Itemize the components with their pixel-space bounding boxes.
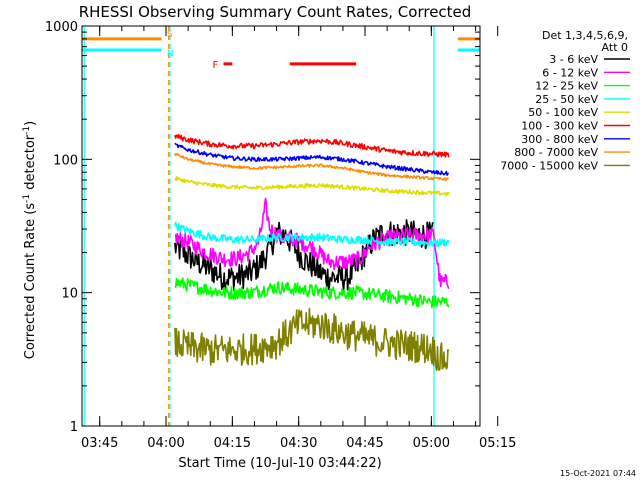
y-axis-label: Corrected Count Rate (s-1 detector-1) — [22, 121, 38, 359]
y-tick-label-0: 1 — [70, 420, 78, 435]
x-tick-label-5: 05:00 — [413, 436, 450, 451]
x-tick-label-0: 03:45 — [81, 436, 118, 451]
series-line-5 — [174, 133, 450, 158]
legend-label-2: 12 - 25 keV — [535, 80, 598, 93]
series-line-2 — [174, 277, 450, 309]
chart-title: RHESSI Observing Summary Count Rates, Co… — [79, 3, 472, 21]
x-tick-label-1: 04:00 — [147, 436, 184, 451]
y-axis: 1 10 100 1000 — [45, 20, 480, 435]
flare-flag-label: F — [212, 60, 218, 71]
legend-header-line2: Att 0 — [602, 41, 628, 54]
x-tick-label-3: 04:30 — [280, 436, 317, 451]
series-line-4 — [174, 176, 450, 197]
x-axis: 03:45 04:00 04:15 04:30 04:45 05:00 05:15 — [81, 26, 516, 451]
series-line-7 — [174, 153, 449, 182]
timestamp: 15-Oct-2021 07:44 — [560, 469, 636, 478]
legend-label-1: 6 - 12 keV — [542, 66, 598, 79]
x-axis-label: Start Time (10-Jul-10 03:44:22) — [178, 456, 381, 471]
legend-label-8: 7000 - 15000 keV — [500, 159, 598, 172]
plot-area: SN F — [82, 26, 480, 426]
x-tick-label-4: 04:45 — [346, 436, 383, 451]
y-tick-label-3: 1000 — [45, 20, 78, 35]
legend-label-0: 3 - 6 keV — [549, 53, 598, 66]
series-line-3 — [174, 221, 450, 247]
y-tick-label-1: 10 — [61, 287, 78, 302]
legend-label-5: 100 - 300 keV — [521, 120, 598, 133]
legend-label-7: 800 - 7000 keV — [514, 146, 598, 159]
y-tick-label-2: 100 — [53, 153, 78, 168]
legend-label-3: 25 - 50 keV — [535, 93, 598, 106]
flag-label-N: N — [167, 49, 174, 59]
flag-label-S: S — [167, 30, 173, 40]
legend-header-line1: Det 1,3,4,5,6,9, — [542, 29, 628, 42]
series-line-0 — [174, 219, 434, 292]
legend-label-6: 300 - 800 keV — [521, 133, 598, 146]
series-line-1 — [174, 197, 450, 290]
series-line-6 — [174, 142, 450, 176]
x-tick-label-6: 05:15 — [479, 436, 516, 451]
legend-label-4: 50 - 100 keV — [528, 106, 598, 119]
plot-frame — [81, 25, 481, 427]
x-tick-label-2: 04:15 — [214, 436, 251, 451]
series-line-8 — [174, 307, 450, 371]
